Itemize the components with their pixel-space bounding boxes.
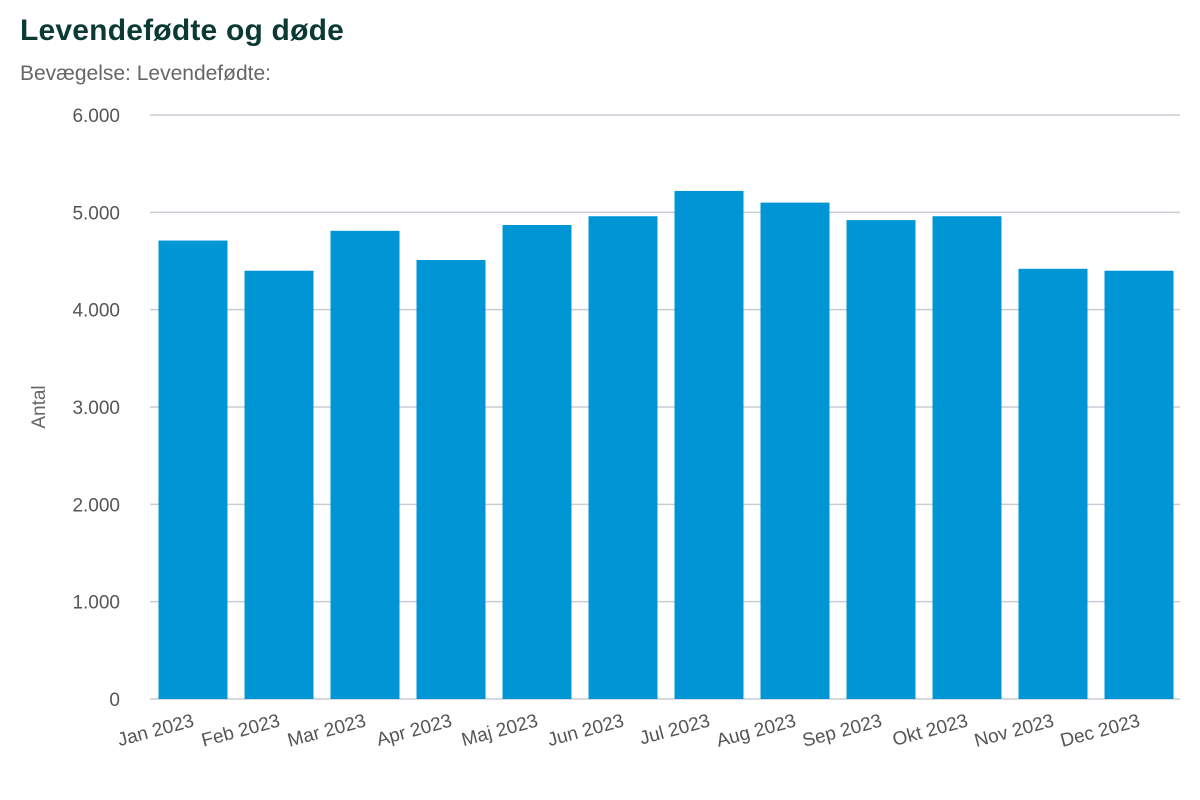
y-tick-labels: 0 1.000 2.000 3.000 4.000 5.000 6.000 [72, 106, 120, 711]
y-tick-label: 6.000 [72, 106, 120, 127]
x-tick-labels: Jan 2023 Feb 2023 Mar 2023 Apr 2023 Maj 2023… [115, 711, 1142, 752]
bar[interactable] [674, 190, 744, 700]
x-tick-label: Sep 2023 [800, 711, 884, 752]
x-tick-label: Jan 2023 [115, 711, 196, 752]
x-tick-label: Jun 2023 [545, 711, 626, 752]
x-tick-label: Dec 2023 [1058, 711, 1142, 752]
bar[interactable] [502, 224, 572, 699]
y-tick-label: 5.000 [72, 203, 120, 224]
x-tick-label: Maj 2023 [459, 711, 540, 752]
x-tick-label: Aug 2023 [714, 711, 798, 752]
bar[interactable] [760, 202, 830, 699]
bar[interactable] [330, 230, 400, 699]
bar[interactable] [588, 216, 658, 699]
chart-subtitle: Bevægelse: Levendefødte: [20, 62, 271, 85]
bar[interactable] [932, 216, 1002, 699]
y-tick-label: 3.000 [72, 398, 120, 419]
y-tick-label: 1.000 [72, 593, 120, 614]
x-tick-label: Nov 2023 [972, 711, 1056, 752]
grid-layer [150, 114, 1180, 700]
bar[interactable] [244, 270, 314, 699]
bar[interactable] [1104, 270, 1174, 699]
x-tick-label: Feb 2023 [199, 711, 282, 752]
x-tick-label: Mar 2023 [285, 711, 368, 752]
bar-layer [158, 190, 1174, 700]
bar[interactable] [846, 220, 916, 699]
y-axis-title: Antal [29, 385, 50, 428]
chart-title: Levendefødte og døde [20, 14, 345, 47]
bar[interactable] [416, 260, 486, 699]
x-tick-label: Jul 2023 [637, 711, 712, 750]
x-tick-label: Okt 2023 [890, 711, 970, 751]
x-tick-label: Apr 2023 [374, 711, 454, 751]
y-tick-label: 2.000 [72, 495, 120, 516]
y-tick-label: 0 [109, 690, 120, 711]
bar[interactable] [158, 240, 228, 699]
bar[interactable] [1018, 268, 1088, 699]
y-tick-label: 4.000 [72, 301, 120, 322]
